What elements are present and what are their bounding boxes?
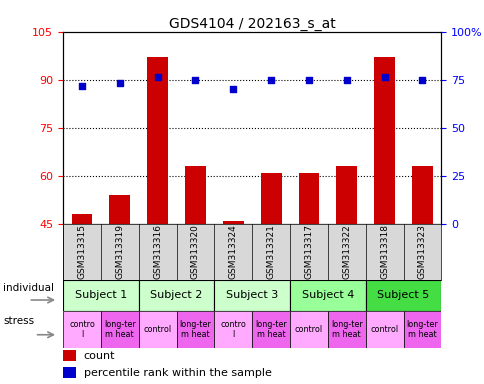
Text: long-ter
m heat: long-ter m heat — [179, 319, 211, 339]
Bar — [223, 221, 243, 224]
Text: Subject 4: Subject 4 — [301, 290, 353, 300]
Text: long-ter
m heat: long-ter m heat — [406, 319, 438, 339]
Bar — [138, 311, 176, 348]
Bar — [260, 173, 281, 224]
Text: control: control — [294, 325, 322, 334]
Text: GSM313318: GSM313318 — [379, 224, 388, 279]
Point — [342, 77, 350, 83]
Point — [267, 77, 274, 83]
Bar — [63, 280, 138, 311]
Text: GSM313320: GSM313320 — [191, 224, 199, 279]
Text: contro
l: contro l — [69, 319, 95, 339]
Text: long-ter
m heat: long-ter m heat — [255, 319, 287, 339]
Bar — [101, 311, 138, 348]
Text: control: control — [370, 325, 398, 334]
Text: GSM313321: GSM313321 — [266, 224, 275, 279]
Text: GSM313317: GSM313317 — [304, 224, 313, 279]
Bar — [374, 58, 394, 224]
Text: long-ter
m heat: long-ter m heat — [104, 319, 136, 339]
Bar — [185, 166, 205, 224]
Bar — [109, 195, 130, 224]
Bar — [289, 280, 365, 311]
Point — [229, 86, 237, 93]
Bar — [252, 311, 289, 348]
Point — [153, 74, 161, 80]
Bar — [63, 367, 76, 378]
Bar — [138, 280, 214, 311]
Bar — [63, 350, 76, 361]
Bar — [147, 58, 167, 224]
Bar — [298, 173, 318, 224]
Bar — [214, 311, 252, 348]
Point — [304, 77, 312, 83]
Bar — [214, 280, 289, 311]
Text: Subject 1: Subject 1 — [75, 290, 127, 300]
Bar — [289, 311, 327, 348]
Text: GSM313316: GSM313316 — [153, 224, 162, 279]
Bar — [411, 166, 432, 224]
Text: individual: individual — [3, 283, 54, 293]
Text: long-ter
m heat: long-ter m heat — [330, 319, 362, 339]
Bar — [365, 311, 403, 348]
Point — [116, 80, 123, 86]
Text: Subject 2: Subject 2 — [150, 290, 202, 300]
Text: GSM313324: GSM313324 — [228, 224, 237, 279]
Bar — [365, 280, 440, 311]
Text: stress: stress — [3, 316, 34, 326]
Text: contro
l: contro l — [220, 319, 246, 339]
Bar — [72, 214, 92, 224]
Bar — [336, 166, 356, 224]
Text: GSM313322: GSM313322 — [342, 224, 350, 279]
Text: percentile rank within the sample: percentile rank within the sample — [84, 367, 271, 377]
Text: Subject 3: Subject 3 — [226, 290, 278, 300]
Point — [418, 77, 425, 83]
Text: count: count — [84, 351, 115, 361]
Text: GSM313319: GSM313319 — [115, 224, 124, 279]
Bar — [63, 311, 101, 348]
Text: GSM313323: GSM313323 — [417, 224, 426, 279]
Point — [380, 74, 388, 80]
Bar — [176, 311, 214, 348]
Point — [78, 83, 86, 89]
Text: control: control — [143, 325, 171, 334]
Point — [191, 77, 199, 83]
Text: Subject 5: Subject 5 — [377, 290, 429, 300]
Title: GDS4104 / 202163_s_at: GDS4104 / 202163_s_at — [168, 17, 335, 31]
Bar — [327, 311, 365, 348]
Bar — [403, 311, 440, 348]
Text: GSM313315: GSM313315 — [77, 224, 86, 279]
